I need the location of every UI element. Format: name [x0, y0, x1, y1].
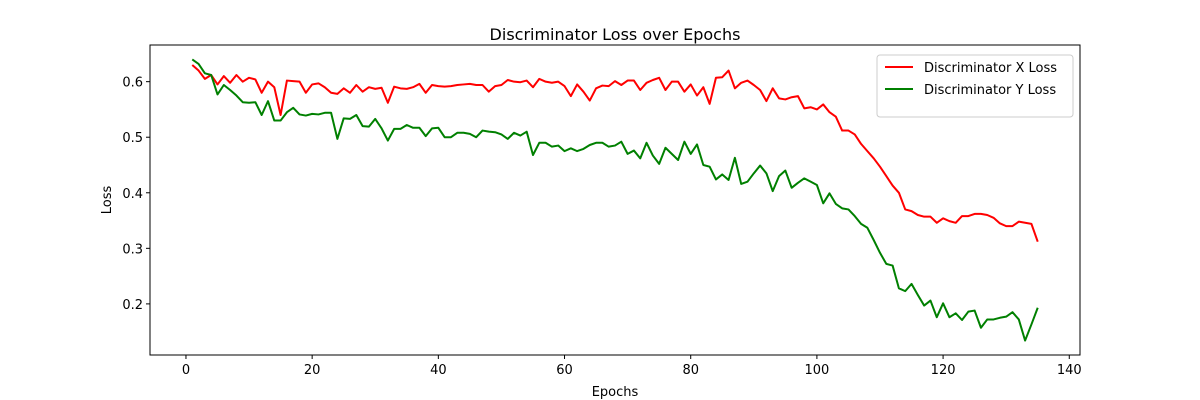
- legend-box: [876, 54, 1074, 118]
- x-tick-label: 20: [304, 363, 321, 378]
- y-tick-label: 0.5: [122, 131, 143, 146]
- data-line: [191, 58, 1039, 342]
- plot-frame: [149, 44, 1081, 356]
- data-line: [191, 64, 1039, 243]
- legend-label: Discriminator Y Loss: [924, 83, 1056, 98]
- x-tick-label: 140: [1057, 363, 1082, 378]
- x-axis-label: Epochs: [592, 385, 639, 400]
- x-tick-label: 0: [182, 363, 190, 378]
- legend-label: Discriminator X Loss: [924, 61, 1057, 76]
- y-tick-label: 0.3: [122, 242, 143, 257]
- x-tick-label: 40: [430, 363, 447, 378]
- x-tick-label: 120: [931, 363, 956, 378]
- y-tick-label: 0.4: [122, 187, 143, 202]
- y-axis-label: Loss: [100, 186, 115, 215]
- y-tick-label: 0.6: [122, 76, 143, 91]
- x-tick-label: 60: [556, 363, 573, 378]
- y-tick-label: 0.2: [122, 298, 143, 313]
- x-tick-label: 100: [804, 363, 829, 378]
- x-tick-label: 80: [682, 363, 699, 378]
- chart-title: Discriminator Loss over Epochs: [490, 25, 741, 44]
